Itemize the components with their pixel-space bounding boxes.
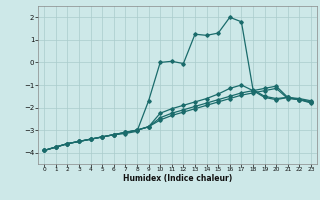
X-axis label: Humidex (Indice chaleur): Humidex (Indice chaleur): [123, 174, 232, 183]
